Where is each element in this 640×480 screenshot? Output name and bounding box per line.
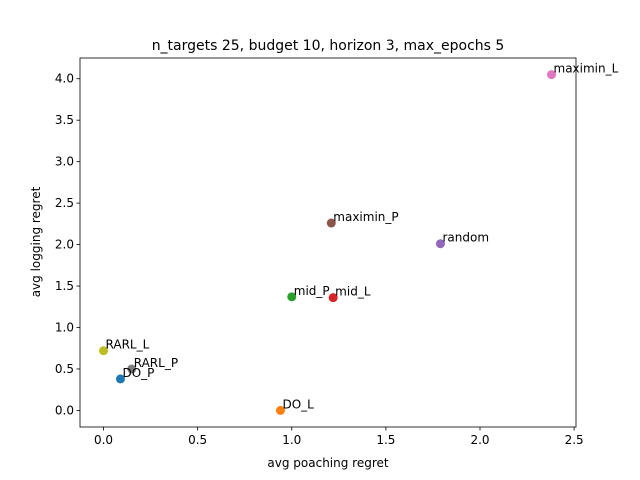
- point-label: maximin_L: [554, 62, 619, 76]
- point-label: RARL_P: [134, 356, 178, 370]
- x-tick-label: 0.0: [94, 433, 113, 447]
- point-label: mid_P: [294, 284, 330, 298]
- data-point: [275, 405, 285, 415]
- y-tick-label: 4.0: [55, 72, 74, 86]
- data-point: [99, 346, 109, 356]
- point-label: mid_L: [335, 285, 371, 299]
- data-point: [435, 239, 445, 249]
- x-axis-label: avg poaching regret: [267, 456, 388, 470]
- data-point: [328, 293, 338, 303]
- y-tick-label: 3.0: [55, 155, 74, 169]
- x-tick-label: 2.5: [565, 433, 584, 447]
- data-point: [287, 292, 297, 302]
- point-label: DO_P: [122, 366, 154, 380]
- data-point: [547, 70, 557, 80]
- point-label: maximin_P: [333, 210, 398, 224]
- point-label: RARL_L: [106, 338, 150, 352]
- x-tick-label: 2.0: [470, 433, 489, 447]
- data-point: [326, 218, 336, 228]
- x-tick-label: 1.5: [376, 433, 395, 447]
- axes-frame: [79, 57, 577, 428]
- y-tick-label: 0.5: [55, 362, 74, 376]
- y-tick-label: 1.5: [55, 279, 74, 293]
- y-tick-label: 3.5: [55, 113, 74, 127]
- x-tick-label: 1.0: [282, 433, 301, 447]
- point-label: random: [442, 231, 489, 245]
- y-tick-label: 2.0: [55, 238, 74, 252]
- y-tick-label: 0.0: [55, 403, 74, 417]
- chart-title: n_targets 25, budget 10, horizon 3, max_…: [152, 38, 505, 54]
- plot-area: 0.0 0.5 1.0 1.5 2.0 2.5 0.0 0.5 1.0 1.5 2.0 2.5 3.0 3…: [55, 57, 619, 447]
- y-tick-label: 2.5: [55, 196, 74, 210]
- y-tick-label: 1.0: [55, 320, 74, 334]
- data-point: [127, 364, 137, 374]
- x-tick-label: 0.5: [188, 433, 207, 447]
- y-axis-label: avg logging regret: [29, 186, 43, 297]
- point-label: DO_L: [282, 397, 314, 411]
- data-point: [115, 374, 125, 384]
